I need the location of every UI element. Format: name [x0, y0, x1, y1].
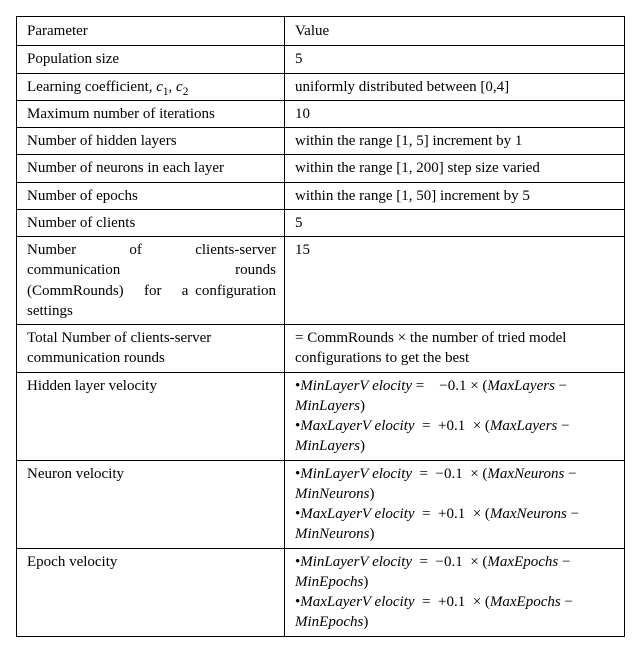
table-row: Number of neurons in each layerwithin th… [17, 155, 625, 182]
value-cell: •MinLayerV elocity = −0.1 × (MaxLayers −… [285, 372, 625, 460]
value-cell: 10 [285, 100, 625, 127]
table-row: Maximum number of iterations10 [17, 100, 625, 127]
param-cell: Epoch velocity [17, 548, 285, 636]
table-header-row: ParameterValue [17, 17, 625, 46]
param-cell: Number of hidden layers [17, 128, 285, 155]
param-cell: Number of clients [17, 209, 285, 236]
param-cell: Learning coefficient, c1, c2 [17, 73, 285, 100]
param-cell: Maximum number of iterations [17, 100, 285, 127]
table-row: Epoch velocity•MinLayerV elocity = −0.1 … [17, 548, 625, 636]
value-cell: •MinLayerV elocity = −0.1 × (MaxEpochs −… [285, 548, 625, 636]
header-param: Parameter [17, 17, 285, 46]
table-row: Number of clients5 [17, 209, 625, 236]
value-cell: within the range [1, 5] increment by 1 [285, 128, 625, 155]
param-cell: Number of neurons in each layer [17, 155, 285, 182]
table-row: Total Number of clients-server communica… [17, 325, 625, 373]
value-cell: •MinLayerV elocity = −0.1 × (MaxNeurons … [285, 460, 625, 548]
parameter-table: ParameterValuePopulation size5Learning c… [16, 16, 625, 637]
value-cell: 5 [285, 46, 625, 73]
value-cell: 5 [285, 209, 625, 236]
param-cell: Number of epochs [17, 182, 285, 209]
param-cell: Hidden layer velocity [17, 372, 285, 460]
value-cell: within the range [1, 200] step size vari… [285, 155, 625, 182]
param-cell: Population size [17, 46, 285, 73]
table-row: Hidden layer velocity•MinLayerV elocity … [17, 372, 625, 460]
parameter-table-body: ParameterValuePopulation size5Learning c… [17, 17, 625, 637]
table-row: Number of epochswithin the range [1, 50]… [17, 182, 625, 209]
value-cell: within the range [1, 50] increment by 5 [285, 182, 625, 209]
table-row: Neuron velocity•MinLayerV elocity = −0.1… [17, 460, 625, 548]
param-cell: Number of clients-server communication r… [17, 237, 285, 325]
table-row: Number of clients-server communication r… [17, 237, 625, 325]
value-cell: 15 [285, 237, 625, 325]
table-row: Learning coefficient, c1, c2uniformly di… [17, 73, 625, 100]
value-cell: = CommRounds × the number of tried model… [285, 325, 625, 373]
param-cell: Total Number of clients-server communica… [17, 325, 285, 373]
table-row: Number of hidden layerswithin the range … [17, 128, 625, 155]
table-row: Population size5 [17, 46, 625, 73]
param-cell: Neuron velocity [17, 460, 285, 548]
value-cell: uniformly distributed between [0,4] [285, 73, 625, 100]
header-value: Value [285, 17, 625, 46]
